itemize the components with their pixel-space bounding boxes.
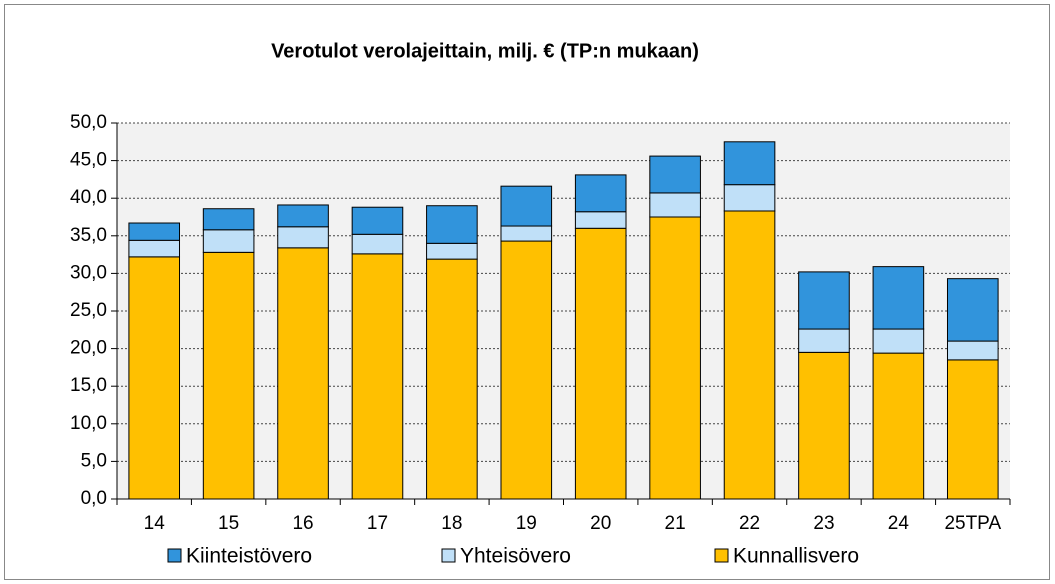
bar-segment xyxy=(798,271,850,330)
bar-segment xyxy=(500,185,553,227)
y-tick-label: 50,0 xyxy=(70,112,107,133)
bar-segment xyxy=(202,229,255,253)
x-tick-label: 15 xyxy=(218,513,239,534)
bar-segment xyxy=(723,141,776,186)
bar-segment xyxy=(946,359,999,500)
bar-segment xyxy=(426,258,478,500)
legend-label: Yhteisövero xyxy=(460,545,571,568)
bar-segment xyxy=(202,251,255,500)
y-tick-label: 15,0 xyxy=(70,375,107,396)
y-tick-label: 0,0 xyxy=(81,488,107,509)
bar-segment xyxy=(649,192,701,218)
y-tick-label: 30,0 xyxy=(70,262,107,283)
x-tick-label: 17 xyxy=(367,513,388,534)
y-tick-label: 20,0 xyxy=(70,338,107,359)
x-tick-label: 16 xyxy=(292,513,313,534)
legend-label: Kiinteistövero xyxy=(186,545,312,568)
bar-segment xyxy=(574,174,627,213)
bar-segment xyxy=(426,205,478,244)
bar-segment xyxy=(128,256,181,500)
y-tick-label: 45,0 xyxy=(70,150,107,171)
x-tick-label: 22 xyxy=(739,513,760,534)
y-tick-label: 35,0 xyxy=(70,225,107,246)
bar-segment xyxy=(351,233,404,255)
bar-segment xyxy=(277,226,329,249)
bar-segment xyxy=(500,225,553,242)
bar-segment xyxy=(128,222,181,241)
y-tick-label: 25,0 xyxy=(70,300,107,321)
x-tick-label: 24 xyxy=(888,513,910,534)
legend-swatch xyxy=(441,548,456,563)
x-tick-label: 18 xyxy=(441,513,462,534)
x-tick-label: 21 xyxy=(665,513,686,534)
bar-segment xyxy=(351,206,404,235)
bar-segment xyxy=(500,240,553,500)
x-tick-label: 25TPA xyxy=(944,513,1001,534)
y-tick-label: 5,0 xyxy=(81,450,107,471)
y-tick-label: 10,0 xyxy=(70,413,107,434)
bar-segment xyxy=(649,155,701,194)
bar-segment xyxy=(798,328,850,353)
bar-segment xyxy=(649,216,701,500)
y-tick-label: 40,0 xyxy=(70,187,107,208)
chart-title: Verotulot verolajeittain, milj. € (TP:n … xyxy=(271,40,699,62)
bar-segment xyxy=(872,328,925,354)
bar-segment xyxy=(351,253,404,500)
legend-swatch xyxy=(167,548,182,563)
legend-label: Kunnallisvero xyxy=(733,545,859,568)
bar-segment xyxy=(872,352,925,500)
bar-segment xyxy=(202,208,255,231)
bar-segment xyxy=(426,242,478,260)
x-tick-label: 14 xyxy=(144,513,166,534)
x-tick-label: 20 xyxy=(590,513,611,534)
x-tick-label: 19 xyxy=(516,513,537,534)
bar-segment xyxy=(723,210,776,500)
bar-segment xyxy=(798,351,850,500)
bar-segment xyxy=(723,184,776,212)
bar-segment xyxy=(277,247,329,500)
bar-segment xyxy=(128,239,181,258)
legend-swatch xyxy=(714,548,729,563)
bar-segment xyxy=(574,227,627,500)
bar-segment xyxy=(574,211,627,229)
bar-segment xyxy=(277,204,329,228)
bar-segment xyxy=(872,266,925,330)
x-tick-label: 23 xyxy=(813,513,834,534)
bar-segment xyxy=(946,340,999,361)
bar-segment xyxy=(946,278,999,342)
